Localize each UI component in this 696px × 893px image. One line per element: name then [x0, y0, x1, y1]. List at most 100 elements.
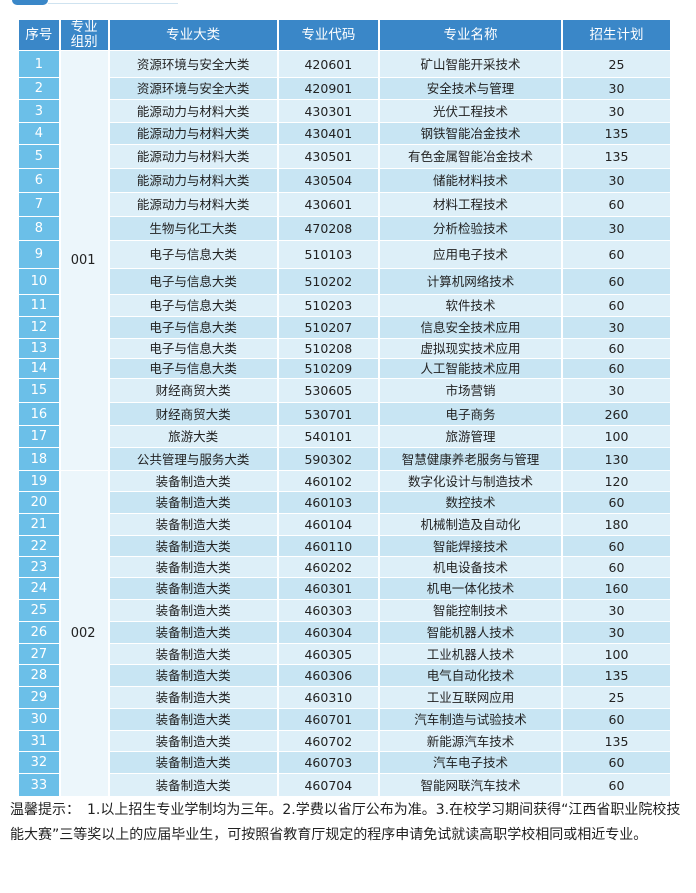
cell-plan: 30	[562, 622, 670, 643]
cell-plan: 25	[562, 51, 670, 77]
cell-seq: 30	[19, 709, 59, 730]
cell-seq: 21	[19, 514, 59, 535]
table-header-row: 序号 专业组别 专业大类 专业代码 专业名称 招生计划	[19, 20, 670, 50]
cell-seq: 31	[19, 731, 59, 751]
cell-category: 装备制造大类	[109, 514, 277, 535]
table-row: 23 装备制造大类 460202 机电设备技术 60	[19, 557, 670, 577]
cell-category: 能源动力与材料大类	[109, 145, 277, 168]
cell-code: 460306	[278, 665, 379, 686]
table-row: 30 装备制造大类 460701 汽车制造与试验技术 60	[19, 709, 670, 730]
cell-seq: 10	[19, 269, 59, 294]
cell-major: 安全技术与管理	[380, 78, 561, 99]
cell-seq: 14	[19, 359, 59, 378]
cell-category: 财经商贸大类	[109, 403, 277, 425]
cell-major: 应用电子技术	[380, 241, 561, 268]
cell-plan: 100	[562, 644, 670, 664]
cell-plan: 30	[562, 78, 670, 99]
cell-code: 460304	[278, 622, 379, 643]
cell-plan: 260	[562, 403, 670, 425]
table-row: 11 电子与信息大类 510203 软件技术 60	[19, 295, 670, 316]
cell-plan: 30	[562, 317, 670, 338]
cell-plan: 180	[562, 514, 670, 535]
table-row: 17 旅游大类 540101 旅游管理 100	[19, 426, 670, 447]
cell-plan: 60	[562, 752, 670, 773]
cell-major: 电子商务	[380, 403, 561, 425]
cell-major: 信息安全技术应用	[380, 317, 561, 338]
cell-code: 510103	[278, 241, 379, 268]
table-row: 16 财经商贸大类 530701 电子商务 260	[19, 403, 670, 425]
cell-major: 市场营销	[380, 379, 561, 402]
col-header-plan: 招生计划	[562, 20, 670, 50]
cell-plan: 160	[562, 578, 670, 599]
cell-category: 生物与化工大类	[109, 217, 277, 240]
cell-code: 510208	[278, 339, 379, 358]
cell-plan: 60	[562, 536, 670, 556]
cell-code: 430501	[278, 145, 379, 168]
cell-code: 430401	[278, 123, 379, 144]
cell-seq: 19	[19, 471, 59, 491]
cell-category: 电子与信息大类	[109, 359, 277, 378]
col-header-major: 专业名称	[380, 20, 561, 50]
cell-major: 有色金属智能冶金技术	[380, 145, 561, 168]
table-row: 10 电子与信息大类 510202 计算机网络技术 60	[19, 269, 670, 294]
cell-plan: 120	[562, 471, 670, 491]
table-row: 33 装备制造大类 460704 智能网联汽车技术 60	[19, 774, 670, 796]
cell-seq: 16	[19, 403, 59, 425]
cell-code: 510207	[278, 317, 379, 338]
cell-code: 530605	[278, 379, 379, 402]
cell-category: 资源环境与安全大类	[109, 78, 277, 99]
cell-seq: 23	[19, 557, 59, 577]
cell-major: 新能源汽车技术	[380, 731, 561, 751]
cell-category: 电子与信息大类	[109, 269, 277, 294]
cell-major: 矿山智能开采技术	[380, 51, 561, 77]
cell-seq: 12	[19, 317, 59, 338]
cell-plan: 60	[562, 241, 670, 268]
table-row: 13 电子与信息大类 510208 虚拟现实技术应用 60	[19, 339, 670, 358]
cell-plan: 60	[562, 492, 670, 513]
table-row: 27 装备制造大类 460305 工业机器人技术 100	[19, 644, 670, 664]
cell-major: 智慧健康养老服务与管理	[380, 448, 561, 470]
cell-major: 机电设备技术	[380, 557, 561, 577]
table-row: 18 公共管理与服务大类 590302 智慧健康养老服务与管理 130	[19, 448, 670, 470]
cell-major: 光伏工程技术	[380, 100, 561, 122]
cell-seq: 26	[19, 622, 59, 643]
cell-plan: 60	[562, 359, 670, 378]
cell-category: 装备制造大类	[109, 600, 277, 621]
section-tab-decoration	[12, 0, 48, 5]
cell-major: 钢铁智能冶金技术	[380, 123, 561, 144]
cell-seq: 22	[19, 536, 59, 556]
cell-code: 460702	[278, 731, 379, 751]
cell-plan: 60	[562, 774, 670, 796]
cell-code: 510209	[278, 359, 379, 378]
cell-category: 装备制造大类	[109, 774, 277, 796]
cell-seq: 24	[19, 578, 59, 599]
table-row: 20 装备制造大类 460103 数控技术 60	[19, 492, 670, 513]
cell-category: 装备制造大类	[109, 536, 277, 556]
table-row: 21 装备制造大类 460104 机械制造及自动化 180	[19, 514, 670, 535]
cell-seq: 4	[19, 123, 59, 144]
cell-major: 分析检验技术	[380, 217, 561, 240]
cell-seq: 32	[19, 752, 59, 773]
cell-seq: 7	[19, 193, 59, 216]
cell-major: 材料工程技术	[380, 193, 561, 216]
cell-category: 装备制造大类	[109, 557, 277, 577]
cell-category: 旅游大类	[109, 426, 277, 447]
cell-plan: 25	[562, 687, 670, 708]
cell-seq: 15	[19, 379, 59, 402]
cell-major: 工业互联网应用	[380, 687, 561, 708]
cell-plan: 135	[562, 145, 670, 168]
table-row: 1 001 资源环境与安全大类 420601 矿山智能开采技术 25	[19, 51, 670, 470]
cell-major: 汽车制造与试验技术	[380, 709, 561, 730]
col-header-code: 专业代码	[278, 20, 379, 50]
cell-plan: 30	[562, 217, 670, 240]
tips-note: 温馨提示： 1.以上招生专业学制均为三年。2.学费以省厅公布为准。3.在校学习期…	[10, 802, 681, 843]
cell-major: 虚拟现实技术应用	[380, 339, 561, 358]
cell-plan: 135	[562, 731, 670, 751]
table-row: 22 装备制造大类 460110 智能焊接技术 60	[19, 536, 670, 556]
table-row: 15 财经商贸大类 530605 市场营销 30	[19, 379, 670, 402]
cell-category: 装备制造大类	[109, 644, 277, 664]
cell-seq: 11	[19, 295, 59, 316]
cell-code: 460102	[278, 471, 379, 491]
cell-code: 460202	[278, 557, 379, 577]
cell-code: 460301	[278, 578, 379, 599]
